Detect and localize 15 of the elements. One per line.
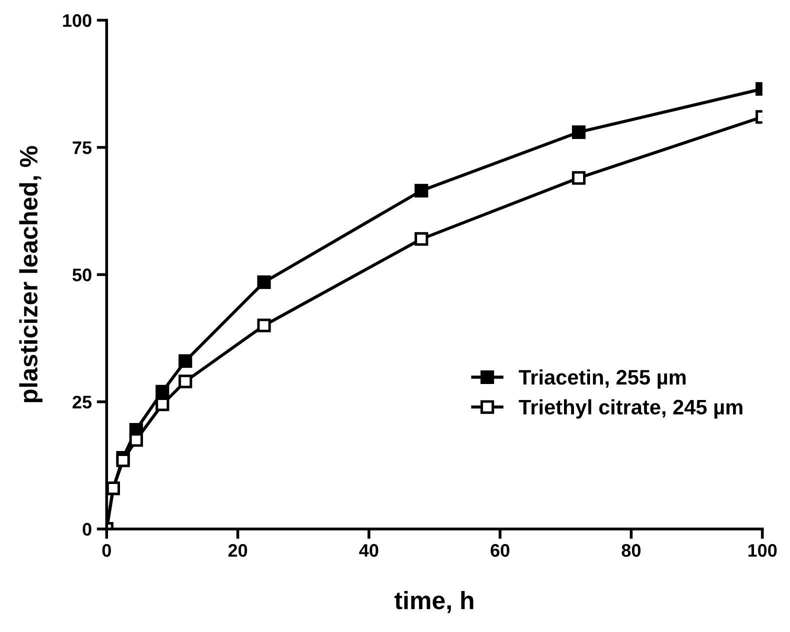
x-axis-title: time, h (394, 590, 474, 613)
y-tick-label: 0 (82, 522, 92, 536)
x-tick-label: 100 (748, 544, 777, 557)
legend-label: Triethyl citrate, 245 µm (518, 399, 742, 419)
x-tick-label: 0 (102, 544, 111, 557)
legend-label: Triacetin, 255 µm (518, 369, 686, 389)
y-tick-label: 75 (72, 142, 92, 154)
x-tick-label: 60 (490, 544, 510, 557)
y-tick-label: 100 (63, 14, 92, 27)
y-tick-label: 25 (72, 396, 92, 409)
x-tick-label: 80 (622, 544, 641, 557)
x-tick-label: 20 (228, 544, 248, 557)
y-axis-title: plasticizer leached, % (19, 146, 42, 402)
x-tick-label: 40 (359, 544, 378, 557)
y-tick-label: 50 (72, 268, 92, 282)
